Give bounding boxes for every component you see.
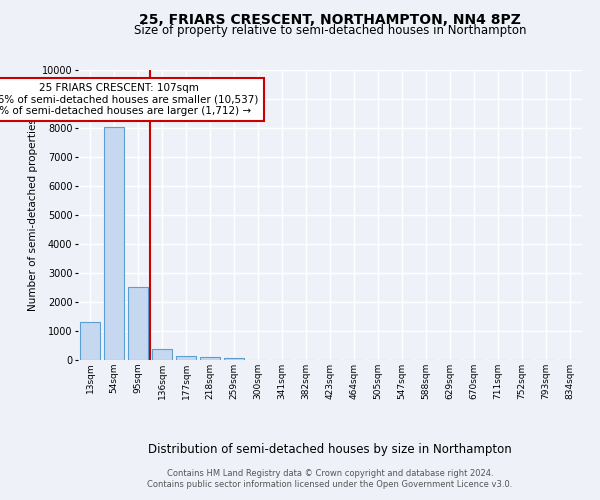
Bar (200, 357, 220, 360)
Text: Size of property relative to semi-detached houses in Northampton: Size of property relative to semi-detach… (134, 24, 526, 37)
Bar (176, 356, 196, 360)
Y-axis label: Number of semi-detached properties: Number of semi-detached properties (28, 118, 38, 312)
Bar (104, 128, 124, 360)
Text: 25 FRIARS CRESCENT: 107sqm
← 86% of semi-detached houses are smaller (10,537)
14: 25 FRIARS CRESCENT: 107sqm ← 86% of semi… (0, 83, 259, 116)
Bar (152, 349, 172, 360)
Text: Contains public sector information licensed under the Open Government Licence v3: Contains public sector information licen… (148, 480, 512, 489)
Bar (80, 322, 100, 360)
Bar (128, 287, 148, 360)
Text: Contains HM Land Registry data © Crown copyright and database right 2024.: Contains HM Land Registry data © Crown c… (167, 469, 493, 478)
Text: 25, FRIARS CRESCENT, NORTHAMPTON, NN4 8PZ: 25, FRIARS CRESCENT, NORTHAMPTON, NN4 8P… (139, 12, 521, 26)
Bar (224, 358, 244, 360)
Text: Distribution of semi-detached houses by size in Northampton: Distribution of semi-detached houses by … (148, 442, 512, 456)
